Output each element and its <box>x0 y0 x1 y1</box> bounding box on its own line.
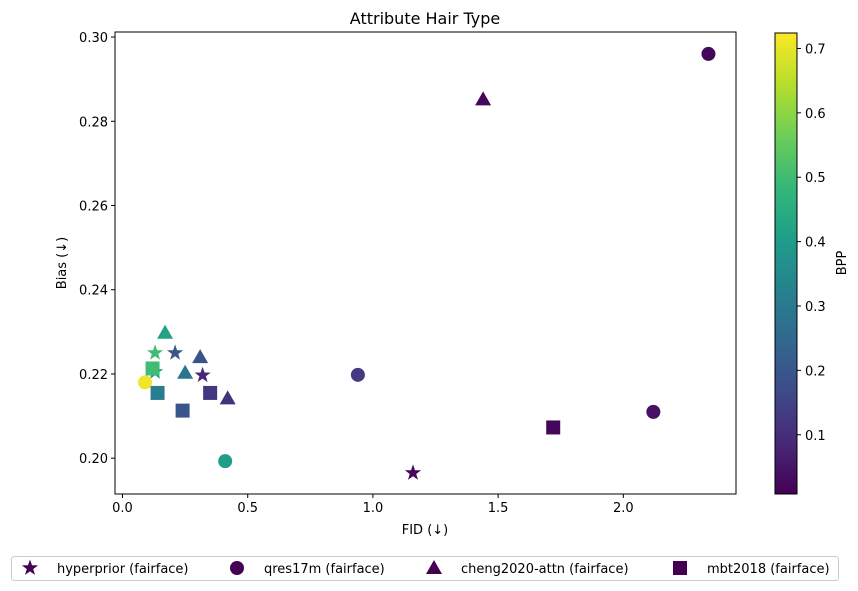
data-point-circle <box>646 404 661 419</box>
legend-frame <box>11 556 839 581</box>
y-tick-label: 0.24 <box>79 284 108 299</box>
legend-label: hyperprior (fairface) <box>57 562 189 577</box>
colorbar-label: BPP <box>835 251 850 276</box>
data-point-star <box>147 344 164 360</box>
data-point-triangle <box>219 390 236 405</box>
colorbar-tick-label: 0.1 <box>805 429 826 444</box>
data-point-square <box>145 361 160 376</box>
x-tick-label: 1.0 <box>363 501 384 516</box>
colorbar-ticks: 0.1 0.2 0.3 0.4 0.5 0.6 0.7 <box>797 42 826 444</box>
legend-marker-star <box>21 559 39 575</box>
legend-label: mbt2018 (fairface) <box>707 562 830 577</box>
x-axis-label: FID (↓) <box>402 523 449 538</box>
legend-label: cheng2020-attn (fairface) <box>461 562 629 577</box>
data-point-circle <box>138 375 153 390</box>
colorbar-tick-label: 0.7 <box>805 42 826 57</box>
x-tick-label: 0.0 <box>112 501 133 516</box>
y-tick-label: 0.22 <box>79 368 108 383</box>
data-point-star <box>404 464 422 480</box>
plot-frame <box>114 31 737 495</box>
data-point-square <box>203 385 218 400</box>
data-points <box>138 46 716 480</box>
legend-marker-triangle <box>426 560 442 574</box>
data-point-circle <box>350 367 365 382</box>
data-point-square <box>150 385 165 400</box>
data-point-triangle <box>475 91 492 106</box>
x-tick-label: 1.5 <box>488 501 509 516</box>
legend-marker-square <box>673 561 687 575</box>
colorbar-tick-label: 0.6 <box>805 107 826 122</box>
x-axis-ticks: 0.0 0.5 1.0 1.5 2.0 <box>112 494 634 516</box>
legend: hyperprior (fairface) qres17m (fairface) c… <box>21 559 830 577</box>
y-axis-ticks: 0.20 0.22 0.24 0.26 0.28 0.30 <box>79 31 115 467</box>
data-point-square <box>546 420 561 435</box>
data-point-triangle <box>157 324 174 339</box>
plot-area <box>115 32 736 494</box>
legend-item: qres17m (fairface) <box>230 561 385 577</box>
data-point-triangle <box>177 364 194 379</box>
colorbar <box>774 32 798 495</box>
y-tick-label: 0.26 <box>79 200 108 215</box>
data-point-triangle <box>192 349 209 364</box>
x-tick-label: 2.0 <box>613 501 634 516</box>
x-tick-label: 0.5 <box>237 501 258 516</box>
colorbar-tick-label: 0.3 <box>805 300 826 315</box>
data-point-star <box>194 366 211 383</box>
legend-label: qres17m (fairface) <box>264 562 385 577</box>
data-point-circle <box>701 46 716 61</box>
colorbar-tick-label: 0.2 <box>805 364 826 379</box>
data-point-circle <box>218 454 233 469</box>
legend-item: hyperprior (fairface) <box>21 559 189 577</box>
y-tick-label: 0.30 <box>79 31 108 46</box>
y-axis-label: Bias (↓) <box>55 237 70 289</box>
colorbar-tick-label: 0.4 <box>805 236 826 251</box>
legend-item: mbt2018 (fairface) <box>673 561 830 577</box>
y-tick-label: 0.20 <box>79 452 108 467</box>
data-point-star <box>167 344 184 360</box>
data-point-square <box>175 403 190 418</box>
chart-title: Attribute Hair Type <box>350 9 500 28</box>
y-tick-label: 0.28 <box>79 115 108 130</box>
legend-marker-circle <box>230 561 244 575</box>
colorbar-tick-label: 0.5 <box>805 171 826 186</box>
legend-item: cheng2020-attn (fairface) <box>426 560 629 577</box>
